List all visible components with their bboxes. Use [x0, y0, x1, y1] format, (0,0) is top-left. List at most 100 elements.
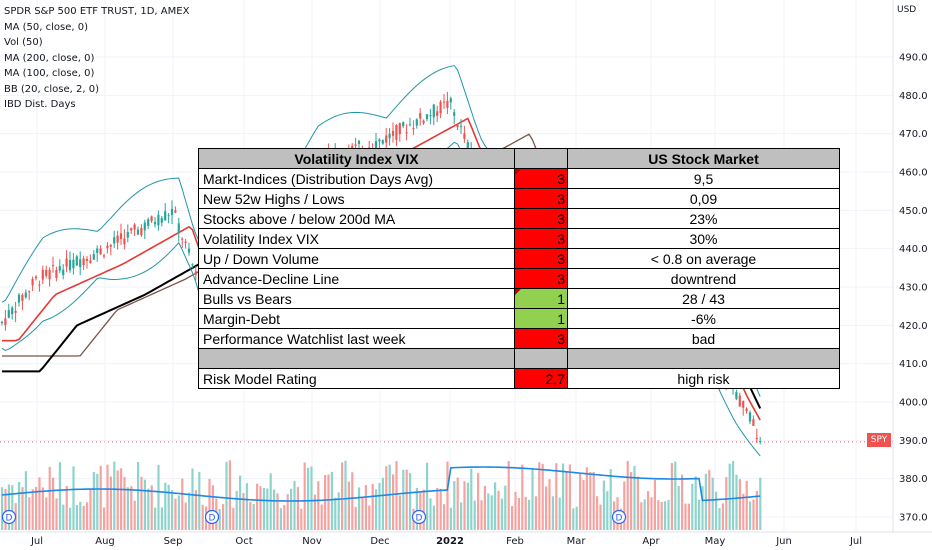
volume-bar: [694, 476, 697, 530]
dividend-marker-icon[interactable]: D: [204, 509, 220, 525]
candle-body: [11, 307, 14, 315]
row-label: Stocks above / below 200d MA: [198, 208, 515, 229]
row-value: bad: [567, 328, 840, 349]
legend-ma50[interactable]: MA (50, close, 0): [4, 21, 89, 33]
volume-bar: [687, 503, 690, 530]
volume-bar: [398, 495, 401, 530]
volume-bar: [133, 500, 136, 530]
legend-bb[interactable]: BB (20, close, 2, 0): [4, 83, 99, 95]
volume-bar: [82, 505, 85, 530]
volume-bar: [228, 460, 231, 530]
volume-bar: [432, 505, 435, 530]
row-label: Volatility Index VIX: [198, 228, 515, 249]
legend-ibd[interactable]: IBD Dist. Days: [4, 99, 76, 110]
candle-body: [391, 130, 395, 136]
row-value: 0,09: [567, 188, 840, 209]
volume-bar: [667, 499, 670, 530]
row-score: 3: [514, 248, 568, 269]
volume-bar: [636, 476, 639, 530]
legend-vol[interactable]: Vol (50): [4, 37, 43, 48]
volume-bar: [211, 485, 214, 530]
volume-bar: [290, 488, 293, 530]
dividend-marker-label: D: [616, 514, 623, 524]
volume-bar: [426, 462, 429, 530]
volume-bar: [470, 468, 473, 530]
dividend-marker-icon[interactable]: D: [411, 509, 427, 525]
volume-bar: [38, 477, 41, 530]
legend-ma100[interactable]: MA (100, close, 0): [4, 68, 95, 79]
row-score: 2,7: [514, 368, 568, 389]
candle-body: [62, 269, 65, 276]
table-row: New 52w Highs / Lows 3 0,09: [198, 188, 840, 209]
volume-bar: [623, 481, 626, 530]
volume-bar: [378, 482, 381, 530]
candle-body: [187, 248, 191, 253]
candle-body: [405, 132, 408, 134]
candle-body: [153, 221, 157, 225]
spacer-cell: [567, 348, 840, 369]
volume-bar: [483, 485, 486, 530]
volume-bar: [582, 479, 585, 530]
volume-bar: [65, 486, 68, 530]
volume-bar: [317, 481, 320, 530]
volume-bar: [718, 508, 721, 530]
candle-body: [38, 284, 41, 286]
volume-bar: [154, 507, 157, 530]
candle-body: [408, 124, 412, 126]
volume-bar: [31, 489, 34, 530]
volume-bar: [592, 472, 595, 530]
volume-bar: [602, 480, 605, 530]
candle-body: [4, 318, 7, 326]
price-axis: 490.0 480.0 470.0 460.0 450.0 440.0 430.0 420.0…: [892, 0, 928, 532]
candle-body: [48, 269, 51, 280]
candle-body: [439, 101, 442, 114]
volume-bar: [35, 486, 38, 530]
legend-ma200[interactable]: MA (200, close, 0): [4, 52, 95, 64]
currency-label: USD: [897, 5, 917, 15]
volume-bar: [531, 468, 534, 530]
y-tick-label: 490.0: [899, 53, 928, 64]
volume-bar: [684, 503, 687, 530]
volume-bar: [538, 462, 541, 530]
candle-body: [442, 101, 446, 103]
volume-bar: [446, 461, 449, 530]
volume-bar: [511, 506, 514, 530]
dividend-marker-icon[interactable]: D: [611, 509, 627, 525]
volume-bar: [143, 479, 146, 530]
row-value: -6%: [567, 308, 840, 329]
volume-bar: [171, 490, 174, 530]
volume-bar: [589, 472, 592, 530]
y-tick-label: 370.0: [899, 513, 928, 524]
candle-body: [419, 113, 422, 119]
y-tick-label: 470.0: [899, 129, 928, 140]
volume-bar: [704, 473, 707, 530]
candle-body: [99, 248, 102, 255]
candle-body: [123, 238, 126, 245]
candle-body: [89, 260, 92, 263]
volume-bar: [194, 490, 197, 530]
volume-bar: [262, 487, 265, 530]
y-tick-label: 450.0: [899, 206, 928, 217]
volume-bar: [160, 507, 163, 530]
candle-body: [102, 255, 106, 257]
volume-bars: [1, 460, 762, 530]
volume-bar: [555, 463, 558, 530]
x-tick-label: Nov: [302, 536, 322, 547]
volume-bar: [259, 486, 262, 530]
candle-body: [194, 271, 197, 275]
rating-row: Risk Model Rating 2,7 high risk: [198, 368, 840, 389]
legend-symbol[interactable]: SPDR S&P 500 ETF TRUST, 1D, AMEX: [4, 6, 190, 17]
dividend-marker-icon[interactable]: D: [1, 509, 17, 525]
y-tick-label: 390.0: [899, 436, 928, 447]
x-tick-label: Dec: [370, 536, 389, 547]
volume-bar: [715, 491, 718, 530]
candle-body: [381, 140, 384, 144]
table-row: Markt-Indices (Distribution Days Avg) 3 9,…: [198, 168, 840, 189]
x-tick-label: Mar: [567, 536, 587, 547]
comment-marker-icon: [515, 169, 521, 175]
volume-bar: [347, 481, 350, 530]
y-tick-label: 380.0: [899, 474, 928, 485]
dividend-marker-label: D: [416, 514, 423, 524]
volume-bar: [208, 478, 211, 530]
x-tick-label: Aug: [95, 536, 115, 547]
